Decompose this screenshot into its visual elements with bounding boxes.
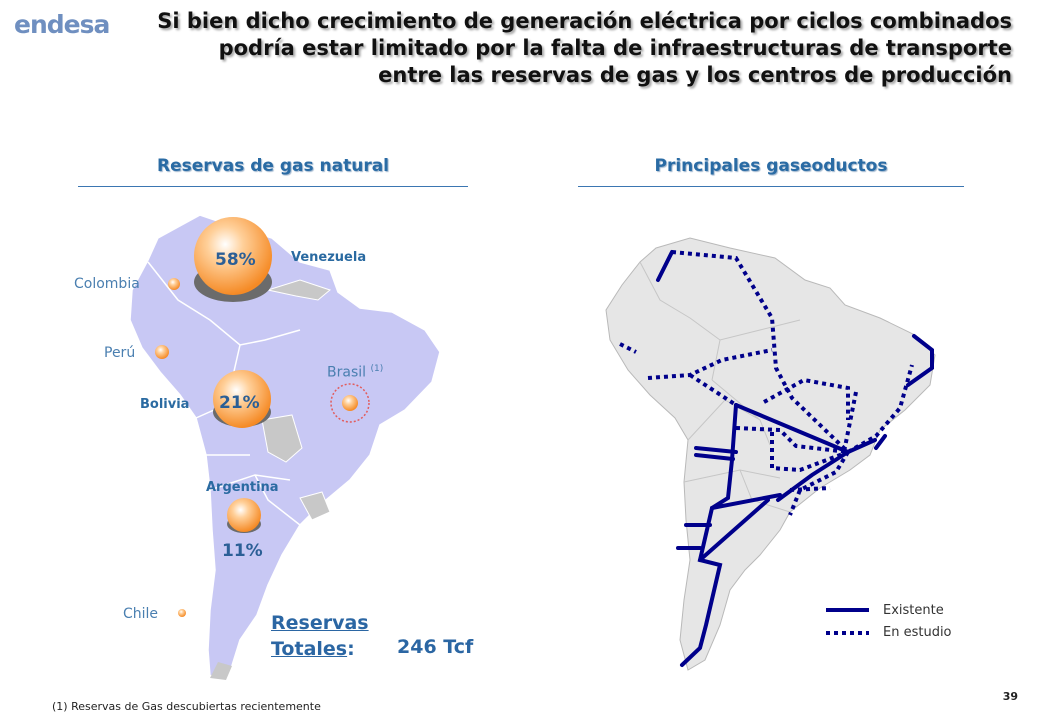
page-number: 39 (1002, 690, 1018, 703)
left-uruguay (299, 491, 331, 521)
label-brasil: Brasil (1) (327, 364, 384, 381)
bolivia-bubble (213, 370, 271, 428)
share-venezuela: 58% (215, 250, 256, 270)
left-tierra-del-fuego (210, 662, 232, 680)
label-chile: Chile (123, 606, 159, 622)
left-title-rule (78, 186, 468, 187)
label-colombia: Colombia (74, 276, 140, 292)
footnote: (1) Reservas de Gas descubiertas recient… (52, 700, 321, 713)
label-argentina: Argentina (206, 480, 279, 495)
label-venezuela: Venezuela (291, 250, 367, 265)
total-reserves-label: Reservas Totales: (271, 612, 369, 660)
label-peru: Perú (104, 345, 136, 361)
left-paraguay (261, 414, 303, 463)
planned-pipelines (619, 250, 914, 516)
argentina-bubble (227, 498, 261, 533)
chile-bubble (178, 609, 186, 617)
brasil-bubble (342, 395, 358, 411)
endesa-logo: endesa (14, 10, 110, 39)
share-bolivia: 21% (219, 393, 260, 413)
left-south-america-map (129, 214, 441, 680)
right-country-borders (639, 261, 801, 513)
existing-pipelines (656, 250, 934, 667)
right-panel-title: Principales gaseoductos (654, 156, 888, 176)
venezuela-bubble (194, 217, 272, 302)
brasil-highlight-ring (330, 383, 370, 423)
share-argentina: 11% (222, 541, 263, 561)
peru-bubble (155, 345, 169, 359)
total-reserves-value: 246 Tcf (397, 636, 474, 658)
legend-existing-label: Existente (883, 603, 944, 618)
right-continent-shape (605, 237, 936, 671)
left-guyanas (266, 279, 332, 301)
left-panel-title: Reservas de gas natural (156, 156, 390, 176)
colombia-bubble (168, 278, 180, 290)
label-bolivia: Bolivia (140, 397, 190, 412)
slide-title: Si bien dicho crecimiento de generación … (157, 9, 1012, 87)
legend-study-label: En estudio (883, 625, 952, 640)
right-title-rule (578, 186, 964, 187)
right-south-america-map (605, 237, 936, 671)
